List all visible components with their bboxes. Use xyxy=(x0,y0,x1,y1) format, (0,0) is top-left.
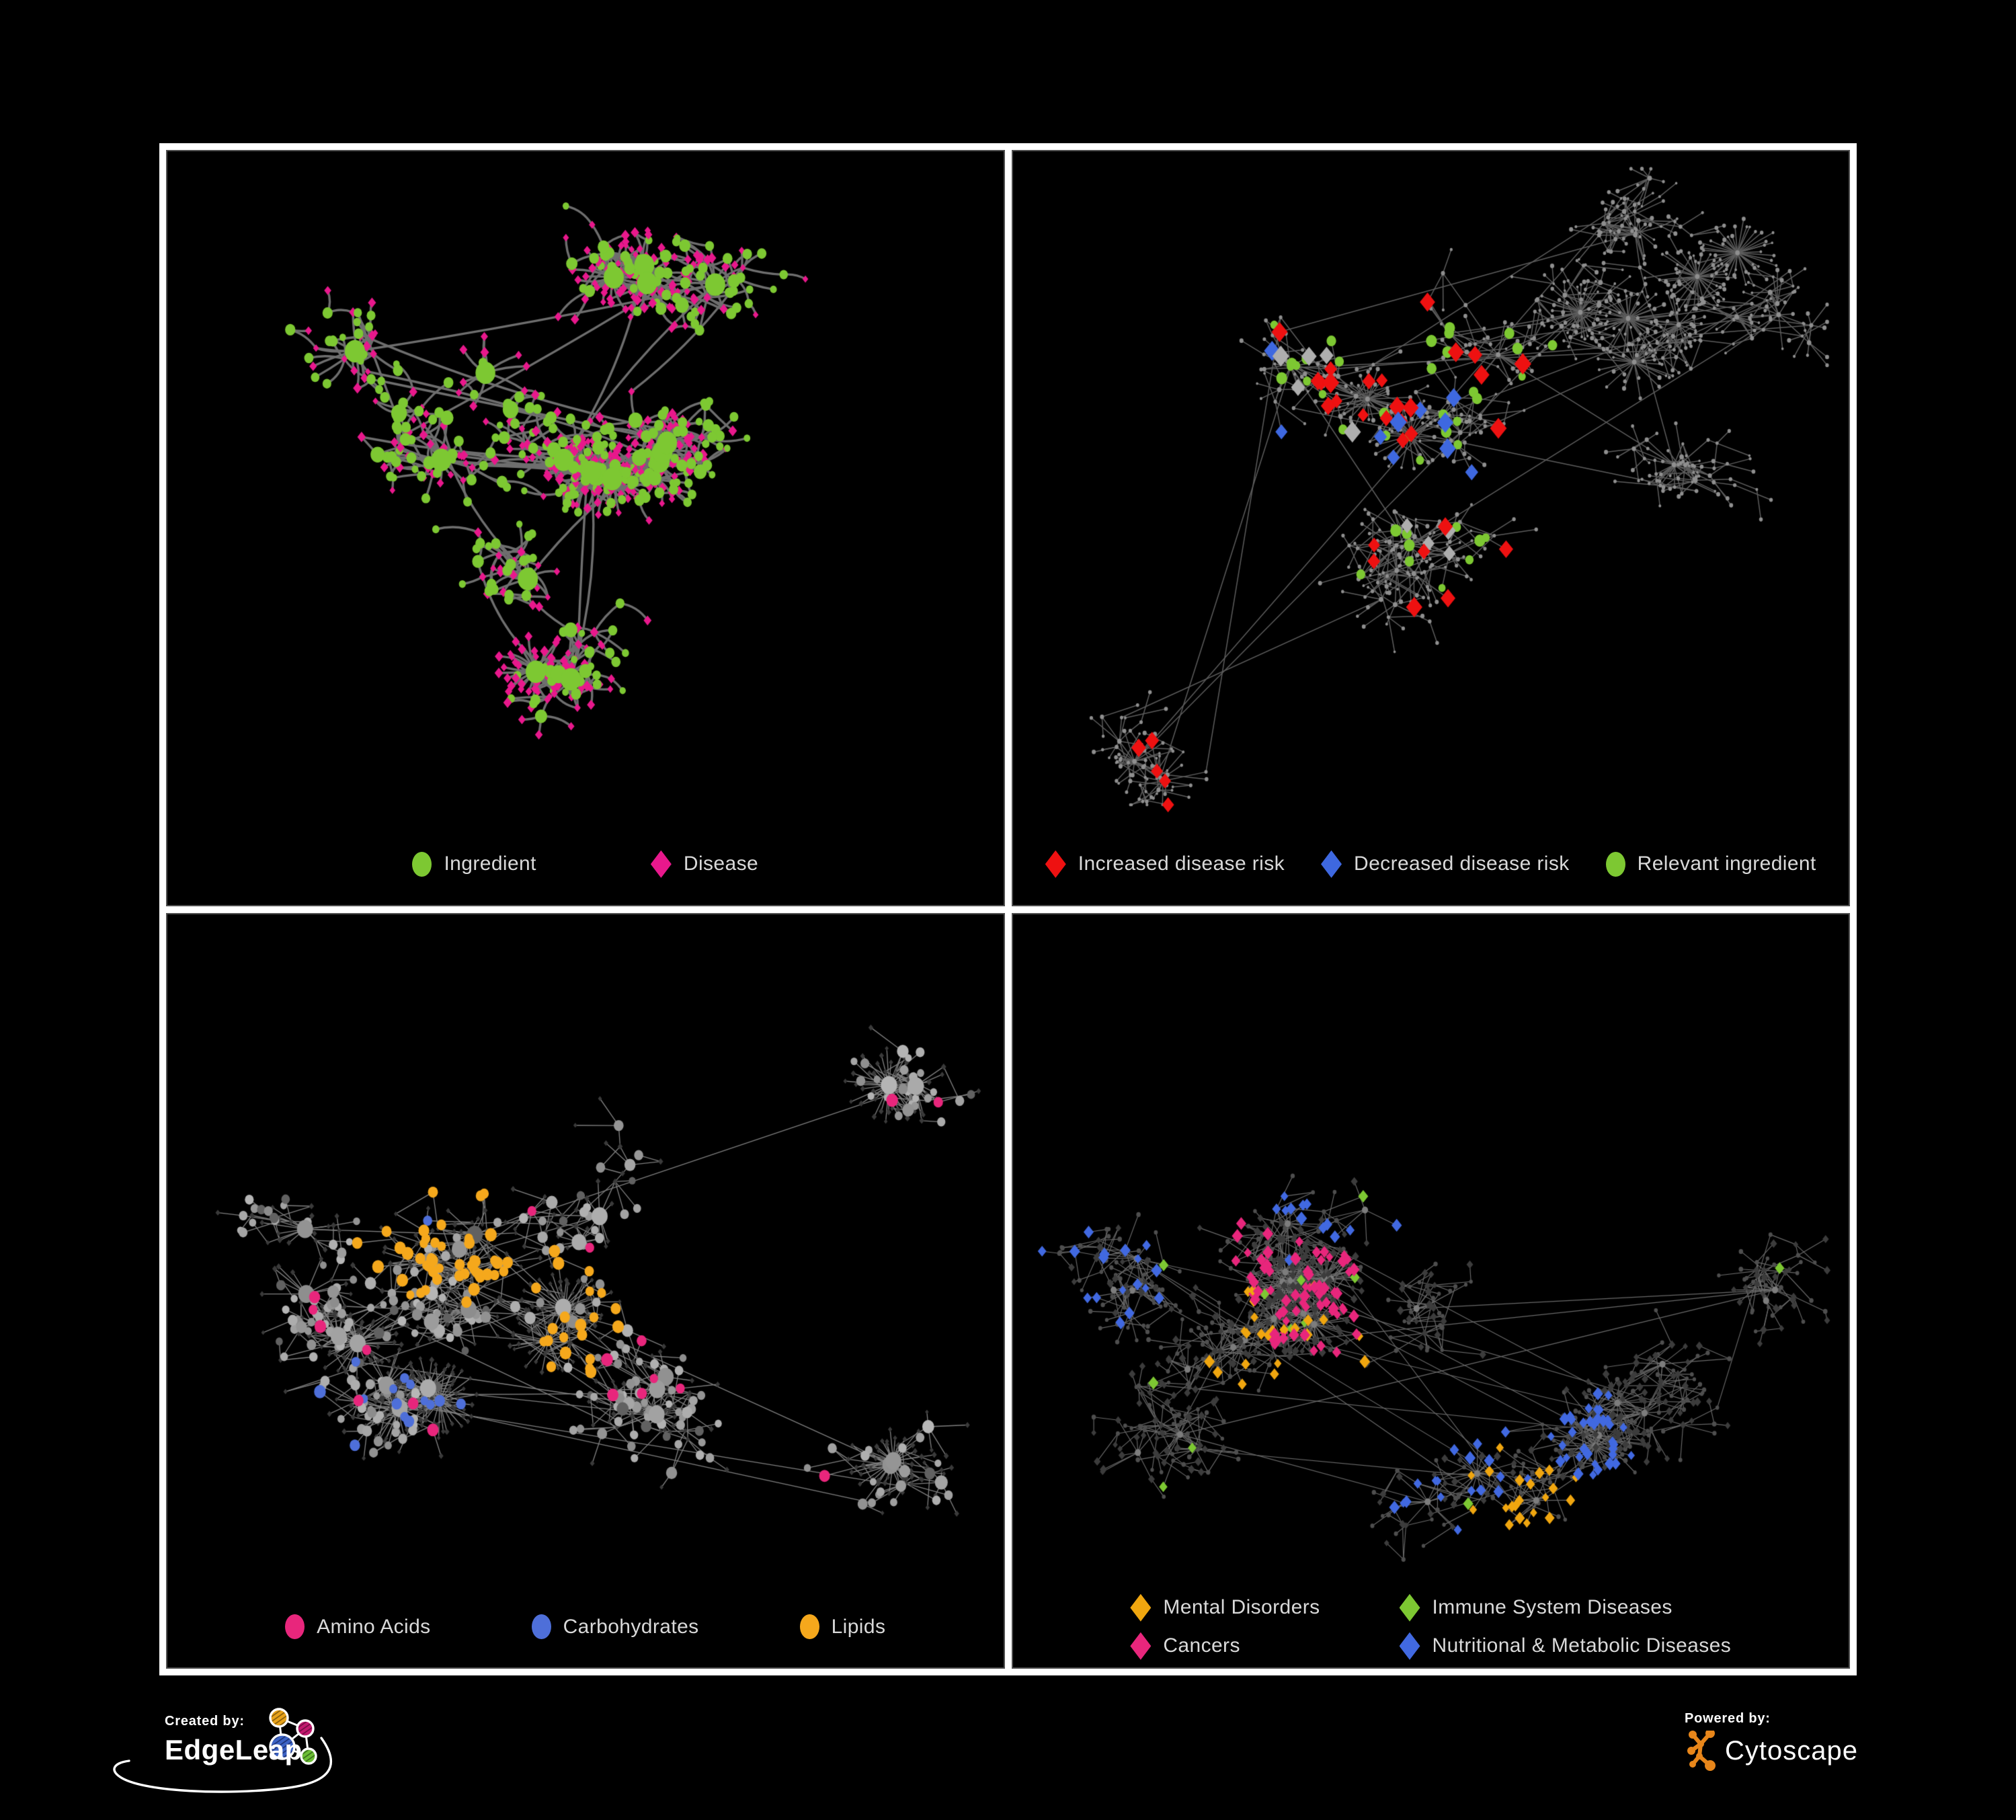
legend-label: Carbohydrates xyxy=(563,1615,699,1638)
circle-swatch-icon xyxy=(1605,851,1625,877)
diamond-swatch-icon xyxy=(1130,1593,1152,1622)
network-canvas-disease-classes xyxy=(1014,914,1847,1587)
legend-label: Cancers xyxy=(1163,1634,1240,1657)
created-by-label: Created by: xyxy=(165,1714,245,1729)
legend-item-disease: Disease xyxy=(650,850,759,878)
legend-item-mental-disorders: Mental Disorders xyxy=(1130,1593,1320,1622)
diamond-swatch-icon xyxy=(1045,850,1066,878)
powered-by-label: Powered by: xyxy=(1685,1711,1771,1726)
legend-label: Ingredient xyxy=(444,853,536,875)
legend-item-lipids: Lipids xyxy=(799,1614,886,1640)
legend-label: Relevant ingredient xyxy=(1637,853,1816,875)
legend-ingredient-disease: Ingredient Disease xyxy=(412,824,758,905)
panel-disease-risk-network: Increased disease risk Decreased disease … xyxy=(1011,150,1850,906)
panels-grid: Ingredient Disease Increased disease risk… xyxy=(159,143,1857,1675)
legend-label: Disease xyxy=(683,853,759,875)
legend-item-immune-system-diseases: Immune System Diseases xyxy=(1399,1593,1732,1622)
circle-swatch-icon xyxy=(531,1614,551,1640)
legend-item-relevant-ingredient: Relevant ingredient xyxy=(1605,851,1816,877)
diamond-swatch-icon xyxy=(1130,1632,1152,1660)
circle-swatch-icon xyxy=(285,1614,305,1640)
diamond-swatch-icon xyxy=(1321,850,1342,878)
network-canvas-ingredient-disease xyxy=(169,151,1002,824)
legend-item-amino-acids: Amino Acids xyxy=(285,1614,431,1640)
diamond-swatch-icon xyxy=(650,850,672,878)
legend-nutrient-classes: Amino Acids Carbohydrates Lipids xyxy=(285,1587,885,1668)
circle-swatch-icon xyxy=(412,851,432,877)
network-canvas-disease-risk xyxy=(1014,151,1847,824)
cytoscape-logo-icon xyxy=(1687,1731,1716,1771)
diamond-swatch-icon xyxy=(1399,1593,1420,1622)
panel-ingredient-disease-network: Ingredient Disease xyxy=(166,150,1005,906)
legend-disease-risk: Increased disease risk Decreased disease … xyxy=(1045,824,1816,905)
legend-disease-classes: Mental Disorders Immune System Diseases Ca… xyxy=(1130,1587,1731,1668)
legend-label: Mental Disorders xyxy=(1163,1596,1320,1619)
legend-label: Amino Acids xyxy=(317,1615,431,1638)
legend-label: Increased disease risk xyxy=(1078,853,1285,875)
edgeleap-brand: EdgeLeap xyxy=(165,1734,303,1766)
created-by-block: Created by: EdgeLeap xyxy=(165,1714,303,1766)
powered-by-block: Powered by: xyxy=(1685,1711,1858,1771)
legend-item-increased-disease-risk: Increased disease risk xyxy=(1045,850,1285,878)
circle-swatch-icon xyxy=(799,1614,819,1640)
legend-item-carbohydrates: Carbohydrates xyxy=(531,1614,699,1640)
diamond-swatch-icon xyxy=(1399,1632,1420,1660)
network-canvas-nutrient-classes xyxy=(169,914,1002,1587)
legend-item-nutritional-metabolic-diseases: Nutritional & Metabolic Diseases xyxy=(1399,1632,1732,1660)
legend-label: Nutritional & Metabolic Diseases xyxy=(1432,1634,1732,1657)
cytoscape-brand: Cytoscape xyxy=(1725,1735,1858,1766)
legend-label: Lipids xyxy=(831,1615,886,1638)
panel-disease-classes-network: Mental Disorders Immune System Diseases Ca… xyxy=(1011,912,1850,1669)
legend-label: Immune System Diseases xyxy=(1432,1596,1672,1619)
panel-nutrient-classes-network: Amino Acids Carbohydrates Lipids xyxy=(166,912,1005,1669)
legend-item-cancers: Cancers xyxy=(1130,1632,1320,1660)
legend-label: Decreased disease risk xyxy=(1354,853,1570,875)
legend-item-ingredient: Ingredient xyxy=(412,851,536,877)
legend-item-decreased-disease-risk: Decreased disease risk xyxy=(1321,850,1570,878)
